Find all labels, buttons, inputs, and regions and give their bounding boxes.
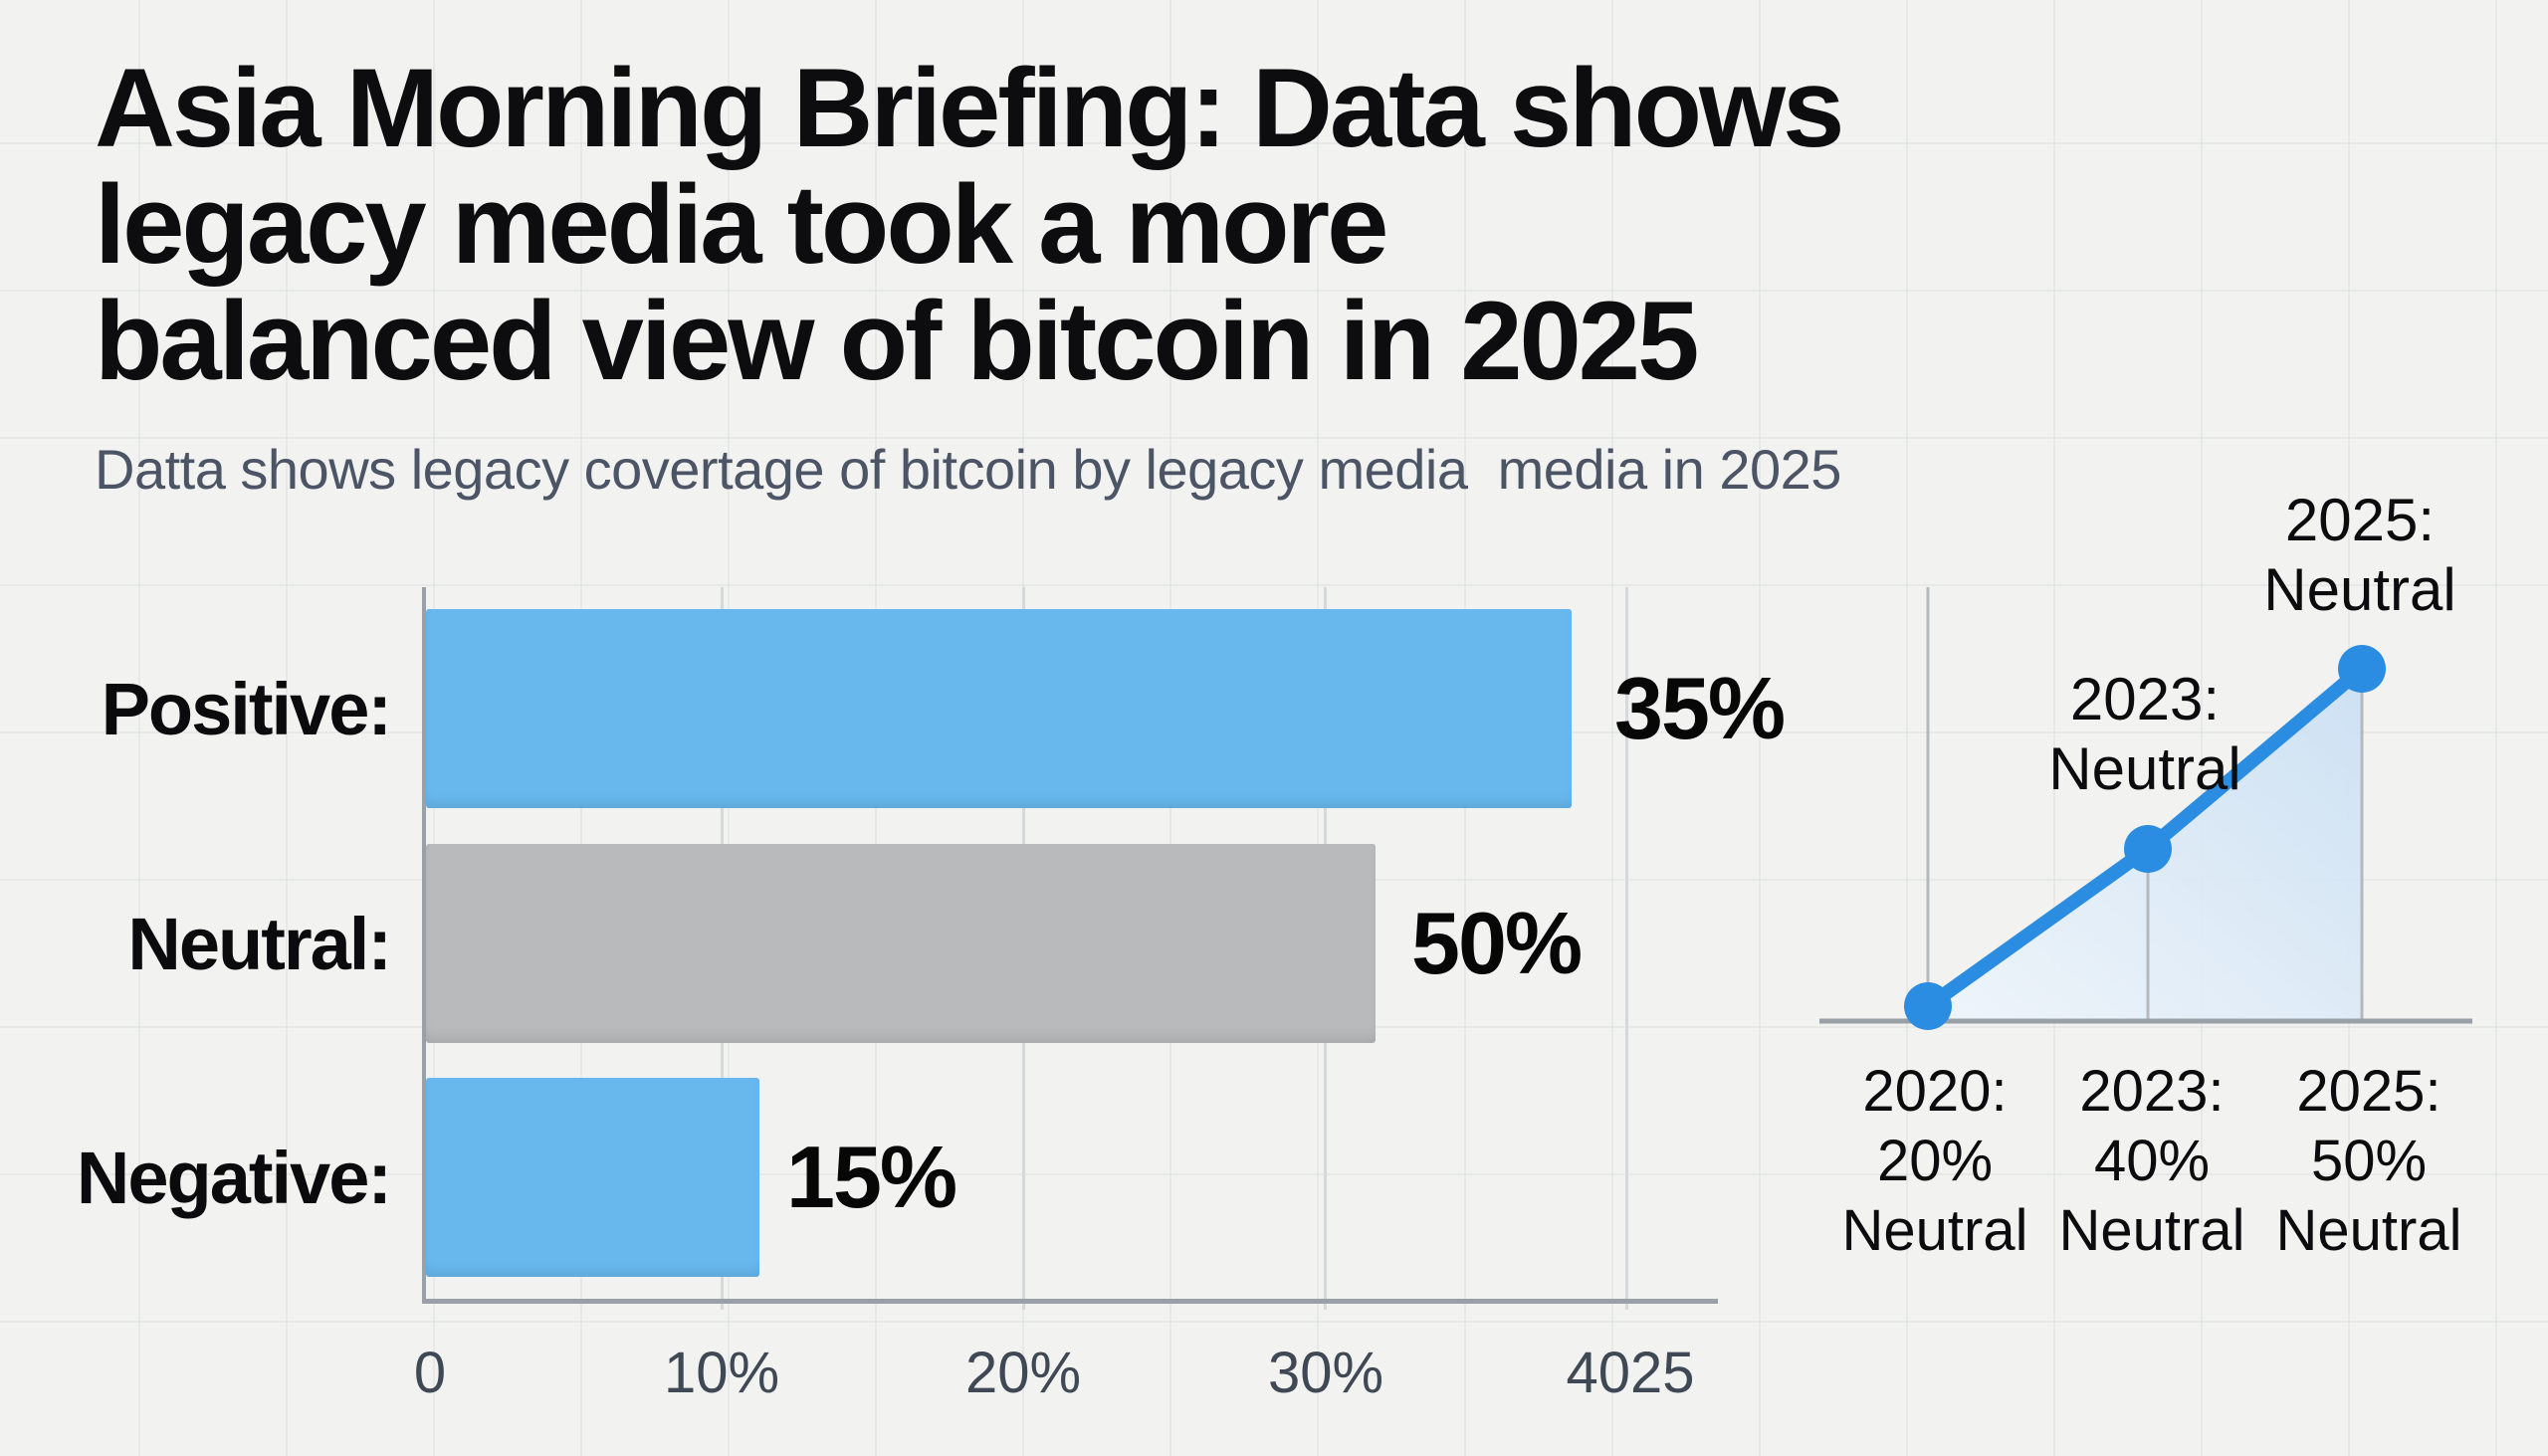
annotation-2023-value: Neutral bbox=[2048, 735, 2241, 802]
lc-xlabel-2020-percent: 20% bbox=[1876, 1129, 1994, 1193]
x-tick-30: 30% bbox=[1267, 1341, 1384, 1405]
lc-xlabel-2020: 2020: 20% Neutral bbox=[1842, 1057, 2028, 1266]
bar-value-negative: 15% bbox=[786, 1128, 957, 1226]
title-line-2: legacy media took a more bbox=[95, 162, 1388, 287]
page-title: Asia Morning Briefing: Data shows legacy… bbox=[95, 50, 2503, 399]
lc-xlabel-2020-word: Neutral bbox=[1841, 1198, 2028, 1263]
lc-xlabel-2025-word: Neutral bbox=[2275, 1198, 2462, 1263]
annotation-2025-year: 2025: bbox=[2284, 487, 2436, 553]
lc-xlabel-2023-word: Neutral bbox=[2058, 1198, 2245, 1263]
annotation-2025-value: Neutral bbox=[2263, 556, 2456, 623]
bar-negative bbox=[426, 1078, 759, 1277]
lc-xlabel-2025-year: 2025: bbox=[2296, 1059, 2442, 1124]
bar-value-neutral: 50% bbox=[1411, 894, 1583, 992]
title-line-3: balanced view of bitcoin in 2025 bbox=[95, 279, 1699, 403]
x-tick-4025: 4025 bbox=[1566, 1341, 1695, 1405]
bar-chart-gridline-40 bbox=[1625, 587, 1628, 1310]
bar-chart-x-axis bbox=[422, 1299, 1718, 1304]
line-chart-point-2020 bbox=[1904, 982, 1952, 1030]
bar-label-neutral: Neutral: bbox=[127, 902, 392, 985]
annotation-2023-year: 2023: bbox=[2069, 666, 2221, 732]
lc-xlabel-2025-percent: 50% bbox=[2310, 1129, 2428, 1193]
line-chart-point-2025 bbox=[2338, 645, 2386, 693]
line-chart-point-2023 bbox=[2124, 825, 2172, 873]
lc-xlabel-2025: 2025: 50% Neutral bbox=[2276, 1057, 2462, 1266]
lc-xlabel-2023-year: 2023: bbox=[2079, 1059, 2225, 1124]
bar-value-positive: 35% bbox=[1614, 659, 1786, 757]
lc-xlabel-2020-year: 2020: bbox=[1862, 1059, 2008, 1124]
x-tick-10: 10% bbox=[663, 1341, 780, 1405]
bar-label-positive: Positive: bbox=[101, 667, 392, 750]
page-subtitle: Datta shows legacy covertage of bitcoin … bbox=[95, 438, 1841, 501]
lc-xlabel-2023-percent: 40% bbox=[2093, 1129, 2211, 1193]
title-line-1: Asia Morning Briefing: Data shows bbox=[95, 46, 1844, 170]
bar-neutral bbox=[426, 844, 1376, 1043]
x-tick-0: 0 bbox=[413, 1341, 447, 1405]
bar-label-negative: Negative: bbox=[76, 1136, 392, 1219]
bar-positive bbox=[426, 609, 1572, 808]
lc-xlabel-2023: 2023: 40% Neutral bbox=[2059, 1057, 2245, 1266]
bar-chart-y-axis bbox=[422, 587, 426, 1304]
annotation-2025: 2025: Neutral bbox=[2263, 486, 2455, 625]
annotation-2023: 2023: Neutral bbox=[2048, 665, 2240, 804]
x-tick-20: 20% bbox=[964, 1341, 1082, 1405]
